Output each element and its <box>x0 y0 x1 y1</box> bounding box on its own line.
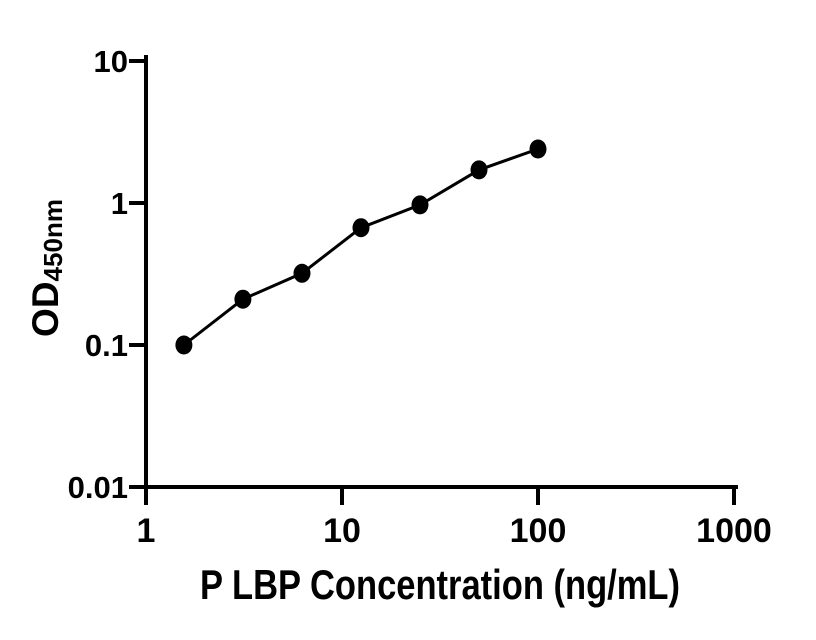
y-tick-label: 0.01 <box>68 470 128 505</box>
y-tick-label: 10 <box>94 44 128 79</box>
x-tick-label: 10 <box>323 512 361 550</box>
data-point-marker <box>293 263 311 283</box>
y-axis-title-subscript: 450nm <box>38 199 68 281</box>
x-tick-label: 1 <box>137 512 156 550</box>
data-point-marker <box>352 218 370 238</box>
data-point-marker <box>234 289 252 309</box>
data-point-marker <box>529 139 547 159</box>
data-point-marker <box>470 160 488 180</box>
data-point-marker <box>175 335 193 355</box>
plot-generated-content: 0.01 0.1 1 10 1 10 100 1000 <box>68 44 772 550</box>
x-tick-label: 1000 <box>696 512 772 550</box>
y-axis-title: OD450nm <box>25 199 68 337</box>
x-axis-title: P LBP Concentration (ng/mL) <box>200 561 680 608</box>
y-axis-title-base: OD <box>25 281 66 337</box>
y-tick-label: 1 <box>111 186 128 221</box>
x-tick-label: 100 <box>510 512 567 550</box>
y-tick-label: 0.1 <box>85 328 128 363</box>
standard-curve-line <box>182 147 539 347</box>
data-point-marker <box>411 195 429 215</box>
